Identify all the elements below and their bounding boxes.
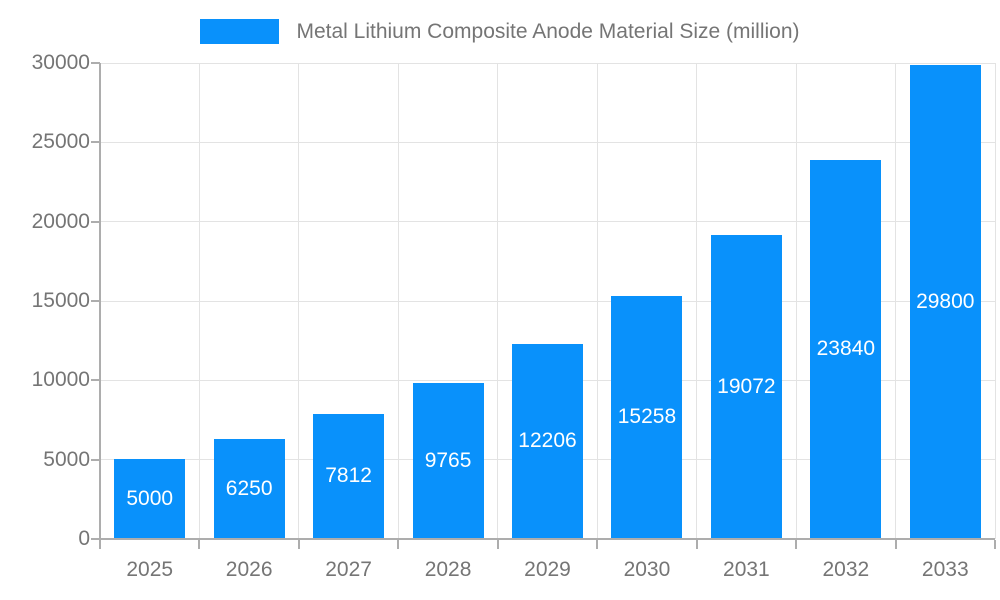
gridline-vertical	[696, 63, 698, 539]
x-axis-label-2032: 2032	[822, 558, 870, 581]
legend-swatch-icon	[200, 19, 280, 44]
x-axis-tick	[596, 540, 599, 549]
x-axis-tick	[297, 540, 300, 549]
y-axis-label: 5000	[43, 447, 90, 471]
y-axis-tick	[91, 62, 100, 64]
bar-value-label: 19072	[717, 374, 776, 398]
y-axis-line	[99, 63, 101, 541]
x-axis-label-2030: 2030	[623, 558, 671, 581]
gridline-horizontal	[100, 300, 995, 302]
gridline-vertical	[795, 63, 797, 539]
bar-value-label: 7812	[325, 464, 372, 487]
gridline-vertical	[497, 63, 499, 539]
y-axis-tick	[91, 458, 100, 461]
bar-2032[interactable]: 23840	[810, 160, 882, 538]
x-axis-tick	[894, 540, 897, 549]
y-axis-tick	[91, 538, 100, 540]
x-axis-tick	[695, 540, 698, 549]
x-axis-tick	[795, 540, 798, 549]
x-axis-tick	[397, 540, 400, 549]
gridline-vertical	[397, 63, 399, 539]
x-axis-label-2031: 2031	[723, 558, 770, 581]
y-axis-label: 10000	[31, 368, 90, 392]
y-axis-tick	[91, 220, 100, 223]
bar-value-label: 12206	[518, 429, 577, 452]
y-axis-label: 0	[78, 527, 90, 550]
y-axis-label: 20000	[31, 209, 90, 233]
x-axis-label-2025: 2025	[126, 558, 174, 581]
bar-2030[interactable]: 15258	[611, 296, 683, 538]
bar-value-label: 23840	[816, 337, 876, 360]
bar-2029[interactable]: 12206	[512, 344, 583, 538]
x-axis-tick	[99, 540, 101, 549]
bar-value-label: 6250	[225, 476, 273, 500]
bar-2026[interactable]: 6250	[213, 439, 285, 538]
y-axis-tick	[91, 300, 100, 302]
x-axis-label-2027: 2027	[325, 558, 372, 581]
x-axis-label-2033: 2033	[921, 558, 969, 581]
gridline-vertical	[596, 63, 598, 539]
bar-value-label: 5000	[126, 486, 174, 510]
bar-2033[interactable]: 29800	[909, 65, 981, 538]
gridline-vertical	[298, 63, 300, 539]
bar-value-label: 29800	[916, 289, 975, 313]
gridline-horizontal	[100, 62, 995, 64]
x-axis-line	[99, 538, 995, 540]
bar-2025[interactable]: 5000	[114, 459, 186, 538]
y-axis-label: 15000	[31, 289, 90, 312]
x-axis-label-2026: 2026	[225, 558, 273, 581]
gridline-horizontal	[100, 221, 995, 223]
y-axis-label: 30000	[31, 51, 90, 74]
x-axis-tick	[496, 540, 499, 549]
x-axis-label-2028: 2028	[424, 558, 472, 581]
x-axis-label-2029: 2029	[524, 558, 571, 581]
x-axis-tick	[198, 540, 201, 549]
gridline-vertical	[994, 63, 996, 539]
bar-2027[interactable]: 7812	[313, 414, 385, 538]
y-axis-tick	[91, 379, 100, 382]
gridline-horizontal	[100, 141, 995, 143]
plot-area: 5000 6250 7812 9765 12206 15258 19072 23840 2980…	[100, 62, 996, 539]
y-axis-label: 25000	[31, 130, 90, 154]
gridline-vertical	[895, 63, 897, 539]
y-axis-tick	[91, 141, 100, 144]
bar-value-label: 9765	[424, 448, 472, 472]
chart-legend[interactable]: Metal Lithium Composite Anode Material S…	[0, 19, 1000, 44]
bar-2028[interactable]: 9765	[412, 383, 484, 538]
gridline-vertical	[198, 63, 200, 539]
bar-2031[interactable]: 19072	[710, 235, 782, 538]
x-axis-tick	[994, 540, 996, 549]
bar-value-label: 15258	[617, 405, 677, 428]
legend-label: Metal Lithium Composite Anode Material S…	[296, 19, 800, 43]
